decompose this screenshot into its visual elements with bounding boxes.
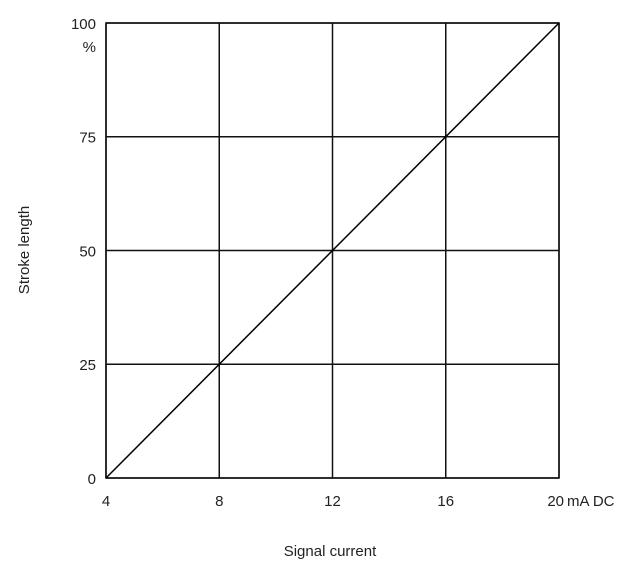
x-tick-label: 8 xyxy=(215,493,223,510)
x-tick-label: 12 xyxy=(324,493,341,510)
x-axis-label: Signal current xyxy=(284,543,377,560)
y-axis-label: Stroke length xyxy=(16,206,33,294)
y-tick-label: 25 xyxy=(79,357,96,374)
x-tick-label: 4 xyxy=(102,493,110,510)
y-tick-label: 0 xyxy=(88,471,96,488)
x-tick-label: 20 xyxy=(547,493,564,510)
y-unit: % xyxy=(83,39,96,56)
x-unit: mA DC xyxy=(567,493,615,510)
y-tick-label: 50 xyxy=(79,243,96,260)
x-tick-label: 16 xyxy=(437,493,454,510)
y-tick-label: 75 xyxy=(79,130,96,147)
y-tick-label: 100 xyxy=(71,16,96,33)
line xyxy=(105,22,560,479)
plot-frame xyxy=(105,22,560,479)
